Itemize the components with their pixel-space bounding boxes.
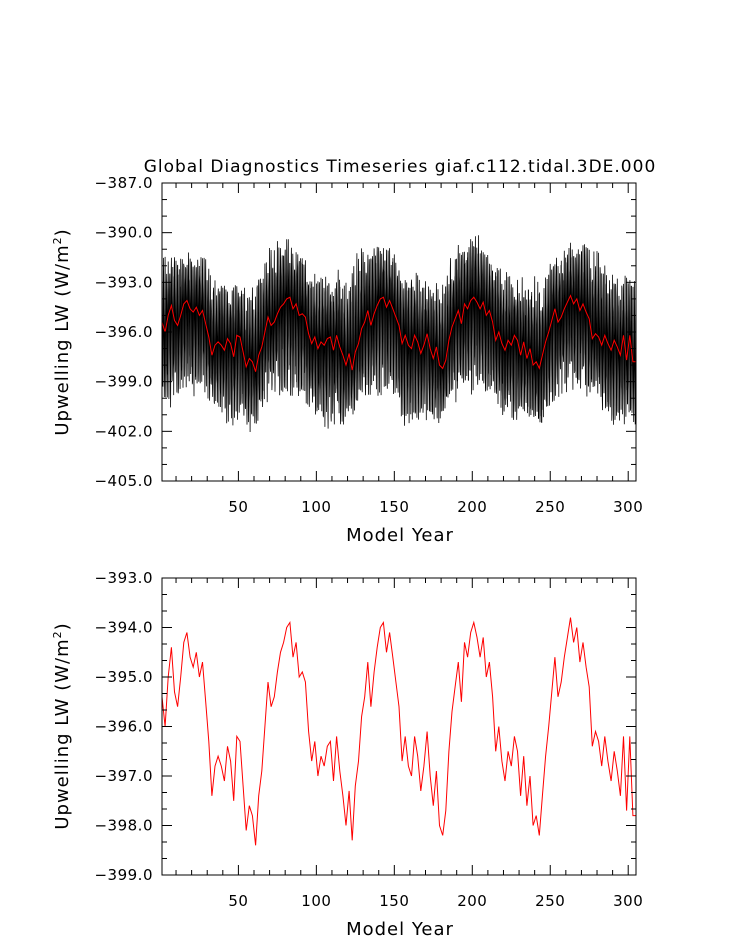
x-tick-label: 300 [613,498,643,516]
bottom-chart-annual-series [161,617,636,846]
y-tick-label: −390.0 [94,224,153,242]
monthly-mean-line [161,235,637,433]
top-y-axis-label: Upwelling LW (W/m2) [51,228,73,435]
y-tick-label: −387.0 [94,174,153,192]
x-tick-label: 50 [228,892,248,910]
figure-title: Global Diagnostics Timeseries giaf.c112.… [144,157,657,177]
x-tick-label: 100 [301,498,331,516]
bottom-y-axis-label: Upwelling LW (W/m2) [51,622,73,829]
x-tick-label: 50 [228,498,248,516]
annual-mean-line [161,294,636,372]
bottom-plot-frame [161,577,637,876]
y-tick-label: −398.0 [94,817,153,835]
x-tick-label: 150 [379,892,409,910]
y-tick-label: −396.0 [94,323,153,341]
top-chart: −405.0 −402.0 −399.0 −396.0 −393.0 −390.0 −387… [51,174,643,546]
y-tick-label: −393.0 [94,273,153,291]
x-tick-label: 300 [613,892,643,910]
y-tick-label: −395.0 [94,668,153,686]
bottom-x-axis-ticks: 50 100 150 200 250 300 [175,578,643,910]
y-tick-label: −396.0 [94,718,153,736]
y-tick-label: −402.0 [94,422,153,440]
y-tick-label: −399.0 [94,373,153,391]
x-tick-label: 250 [535,892,565,910]
x-tick-label: 100 [301,892,331,910]
bottom-y-axis-ticks: −399.0 −398.0 −397.0 −396.0 −395.0 −394.0 −393… [94,569,636,884]
top-chart-annual-series [161,294,636,372]
bottom-chart: −399.0 −398.0 −397.0 −396.0 −395.0 −394.0 −393… [51,569,643,940]
top-x-axis-label: Model Year [346,525,454,546]
x-tick-label: 150 [379,498,409,516]
y-tick-label: −399.0 [94,866,153,884]
top-y-axis-ticks: −405.0 −402.0 −399.0 −396.0 −393.0 −390.0 −387… [94,174,636,490]
y-tick-label: −393.0 [94,569,153,587]
top-chart-monthly-series [161,235,637,433]
y-tick-label: −405.0 [94,472,153,490]
x-tick-label: 200 [457,498,487,516]
bottom-x-axis-label: Model Year [346,919,454,940]
x-tick-label: 250 [535,498,565,516]
annual-mean-line [161,617,636,846]
y-tick-label: −394.0 [94,619,153,637]
y-tick-label: −397.0 [94,767,153,785]
top-x-axis-ticks: 50 100 150 200 250 300 [175,183,643,516]
x-tick-label: 200 [457,892,487,910]
